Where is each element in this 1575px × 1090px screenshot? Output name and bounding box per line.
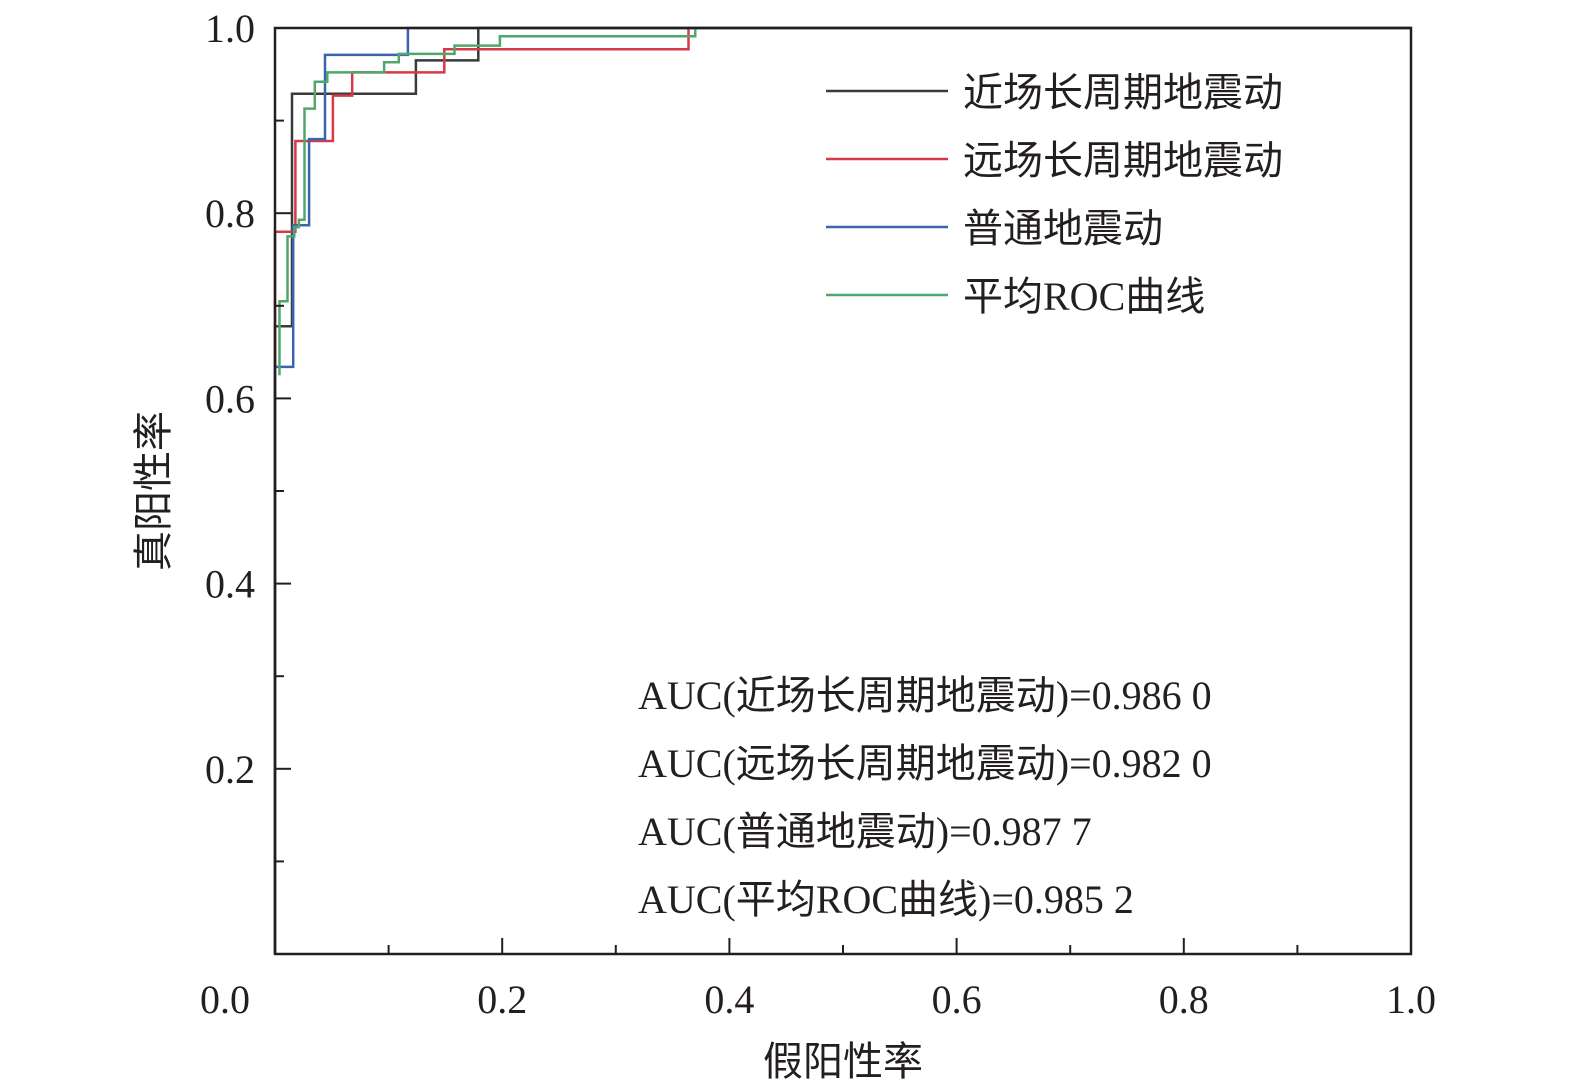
x-tick-label: 0.4 <box>704 977 754 1022</box>
axis-ticks <box>275 119 1299 954</box>
legend-label: 平均ROC曲线 <box>963 274 1205 319</box>
y-tick-label: 0.6 <box>205 376 255 421</box>
x-tick-label: 0.6 <box>932 977 982 1022</box>
x-tick-label: 0.2 <box>477 977 527 1022</box>
y-tick-label: 0.8 <box>205 191 255 236</box>
roc-curves <box>273 26 1411 954</box>
auc-annotation: AUC(近场长周期地震动)=0.986 0 <box>638 673 1212 718</box>
x-tick-labels: 0.0 0.2 0.4 0.6 0.8 1.0 <box>200 977 1436 1022</box>
legend-label: 远场长周期地震动 <box>963 138 1283 183</box>
x-tick-label: 0.0 <box>200 977 250 1022</box>
roc-curve-3 <box>278 26 1411 376</box>
y-tick-labels: 0.2 0.4 0.6 0.8 1.0 <box>205 6 255 792</box>
auc-annotations: AUC(近场长周期地震动)=0.986 0 AUC(远场长周期地震动)=0.982… <box>638 673 1212 922</box>
auc-annotation: AUC(平均ROC曲线)=0.985 2 <box>638 877 1134 922</box>
auc-annotation: AUC(普通地震动)=0.987 7 <box>638 809 1092 854</box>
auc-annotation: AUC(远场长周期地震动)=0.982 0 <box>638 741 1212 786</box>
x-tick-label: 0.8 <box>1159 977 1209 1022</box>
legend-label: 近场长周期地震动 <box>963 70 1283 115</box>
y-tick-label: 1.0 <box>205 6 255 51</box>
roc-curve-2 <box>273 26 1411 954</box>
y-tick-label: 0.2 <box>205 747 255 792</box>
x-axis-title: 假阳性率 <box>763 1039 923 1084</box>
y-tick-label: 0.4 <box>205 562 255 607</box>
x-tick-label: 1.0 <box>1386 977 1436 1022</box>
y-axis-title: 真阳性率 <box>131 411 176 571</box>
legend-label: 普通地震动 <box>963 206 1163 251</box>
